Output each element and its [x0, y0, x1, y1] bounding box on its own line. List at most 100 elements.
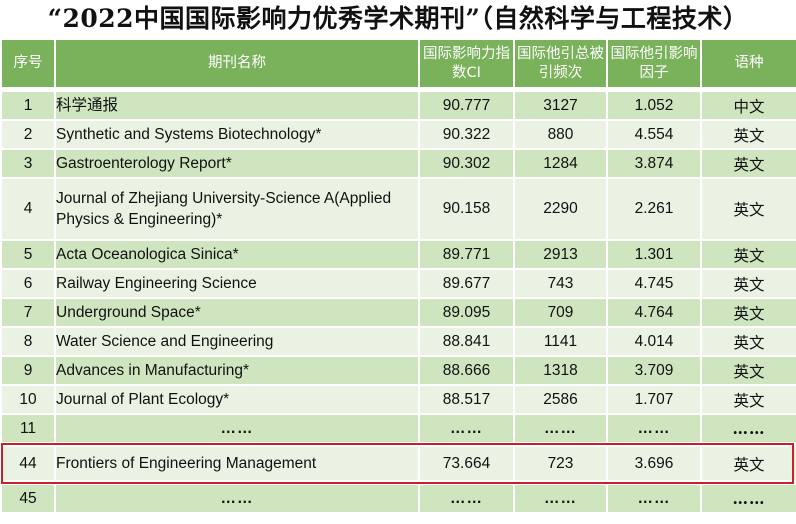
table-row: 1 科学通报 90.777 3127 1.052 中文	[0, 90, 796, 121]
rank-cell: 8	[0, 326, 56, 357]
table-row: 5 Acta Oceanologica Sinica* 89.771 2913 …	[0, 239, 796, 270]
impact-factor-cell: 3.709	[606, 355, 702, 386]
table-row: 2 Synthetic and Systems Biotechnology* 9…	[0, 119, 796, 150]
header-rank: 序号	[0, 38, 56, 89]
journal-ranking-table: 序号 期刊名称 国际影响力指数CI 国际他引总被引频次 国际他引影响因子 语种 …	[0, 38, 796, 514]
impact-factor-cell: 1.301	[606, 239, 702, 270]
language-cell: 英文	[700, 326, 796, 357]
influence-index-cell: 89.771	[418, 239, 515, 270]
ellipsis-cell: ……	[606, 483, 702, 514]
journal-name-cell: Frontiers of Engineering Management	[54, 445, 420, 482]
rank-cell: 9	[0, 355, 56, 386]
language-cell: 英文	[700, 177, 796, 241]
table-row: 3 Gastroenterology Report* 90.302 1284 3…	[0, 148, 796, 179]
citations-cell: 2913	[513, 239, 608, 270]
influence-index-cell: 89.095	[418, 297, 515, 328]
ellipsis-cell: ……	[700, 483, 796, 514]
journal-name-cell: Underground Space*	[54, 297, 420, 328]
rank-cell: 6	[0, 268, 56, 299]
influence-index-cell: 73.664	[418, 445, 515, 482]
language-cell: 英文	[700, 297, 796, 328]
ellipsis-cell: ……	[54, 483, 420, 514]
journal-name-cell: Advances in Manufacturing*	[54, 355, 420, 386]
table-header-row: 序号 期刊名称 国际影响力指数CI 国际他引总被引频次 国际他引影响因子 语种	[0, 38, 796, 89]
ellipsis-cell: ……	[513, 413, 608, 444]
table-row: 10 Journal of Plant Ecology* 88.517 2586…	[0, 384, 796, 415]
citations-cell: 709	[513, 297, 608, 328]
language-cell: 英文	[700, 239, 796, 270]
influence-index-cell: 90.302	[418, 148, 515, 179]
rank-cell: 7	[0, 297, 56, 328]
citations-cell: 723	[513, 445, 608, 482]
table-row-ellipsis: 45 …… …… …… …… ……	[0, 483, 796, 514]
header-journal-name: 期刊名称	[54, 38, 420, 89]
table-row: 7 Underground Space* 89.095 709 4.764 英文	[0, 297, 796, 328]
table-row: 8 Water Science and Engineering 88.841 1…	[0, 326, 796, 357]
impact-factor-cell: 3.696	[606, 445, 702, 482]
ellipsis-cell: ……	[418, 483, 515, 514]
rank-cell: 3	[0, 148, 56, 179]
header-language: 语种	[700, 38, 796, 89]
impact-factor-cell: 4.764	[606, 297, 702, 328]
rank-cell: 5	[0, 239, 56, 270]
rank-cell: 1	[0, 90, 56, 121]
journal-name-cell: Journal of Zhejiang University-Science A…	[54, 177, 420, 241]
influence-index-cell: 90.322	[418, 119, 515, 150]
citations-cell: 2586	[513, 384, 608, 415]
citations-cell: 743	[513, 268, 608, 299]
highlighted-table-row: 44 Frontiers of Engineering Management 7…	[0, 445, 796, 482]
rank-cell: 44	[0, 445, 56, 482]
influence-index-cell: 88.841	[418, 326, 515, 357]
language-cell: 英文	[700, 384, 796, 415]
influence-index-cell: 90.158	[418, 177, 515, 241]
ellipsis-cell: ……	[606, 413, 702, 444]
table-row: 4 Journal of Zhejiang University-Science…	[0, 177, 796, 241]
impact-factor-cell: 3.874	[606, 148, 702, 179]
ellipsis-cell: ……	[513, 483, 608, 514]
language-cell: 英文	[700, 445, 796, 482]
header-impact-factor: 国际他引影响因子	[606, 38, 702, 89]
language-cell: 英文	[700, 268, 796, 299]
impact-factor-cell: 1.052	[606, 90, 702, 121]
impact-factor-cell: 4.554	[606, 119, 702, 150]
impact-factor-cell: 4.745	[606, 268, 702, 299]
journal-name-cell: Acta Oceanologica Sinica*	[54, 239, 420, 270]
ellipsis-cell: ……	[54, 413, 420, 444]
journal-name-cell: 科学通报	[54, 90, 420, 121]
citations-cell: 2290	[513, 177, 608, 241]
table-row: 6 Railway Engineering Science 89.677 743…	[0, 268, 796, 299]
ellipsis-cell: ……	[418, 413, 515, 444]
influence-index-cell: 90.777	[418, 90, 515, 121]
journal-name-cell: Synthetic and Systems Biotechnology*	[54, 119, 420, 150]
table-row: 9 Advances in Manufacturing* 88.666 1318…	[0, 355, 796, 386]
journal-name-cell: Railway Engineering Science	[54, 268, 420, 299]
citations-cell: 1284	[513, 148, 608, 179]
citations-cell: 1318	[513, 355, 608, 386]
language-cell: 英文	[700, 148, 796, 179]
header-influence-index: 国际影响力指数CI	[418, 38, 515, 89]
citations-cell: 3127	[513, 90, 608, 121]
page-title: “2022中国国际影响力优秀学术期刊”（自然科学与工程技术）	[47, 4, 749, 33]
influence-index-cell: 89.677	[418, 268, 515, 299]
influence-index-cell: 88.666	[418, 355, 515, 386]
impact-factor-cell: 1.707	[606, 384, 702, 415]
citations-cell: 1141	[513, 326, 608, 357]
table-row-ellipsis: 11 …… …… …… …… ……	[0, 413, 796, 444]
rank-cell: 4	[0, 177, 56, 241]
rank-cell: 45	[0, 483, 56, 514]
rank-cell: 10	[0, 384, 56, 415]
impact-factor-cell: 2.261	[606, 177, 702, 241]
ellipsis-cell: ……	[700, 413, 796, 444]
citations-cell: 880	[513, 119, 608, 150]
journal-name-cell: Water Science and Engineering	[54, 326, 420, 357]
influence-index-cell: 88.517	[418, 384, 515, 415]
header-total-citations: 国际他引总被引频次	[513, 38, 608, 89]
language-cell: 英文	[700, 355, 796, 386]
journal-name-cell: Journal of Plant Ecology*	[54, 384, 420, 415]
language-cell: 中文	[700, 90, 796, 121]
rank-cell: 2	[0, 119, 56, 150]
language-cell: 英文	[700, 119, 796, 150]
rank-cell: 11	[0, 413, 56, 444]
journal-name-cell: Gastroenterology Report*	[54, 148, 420, 179]
impact-factor-cell: 4.014	[606, 326, 702, 357]
